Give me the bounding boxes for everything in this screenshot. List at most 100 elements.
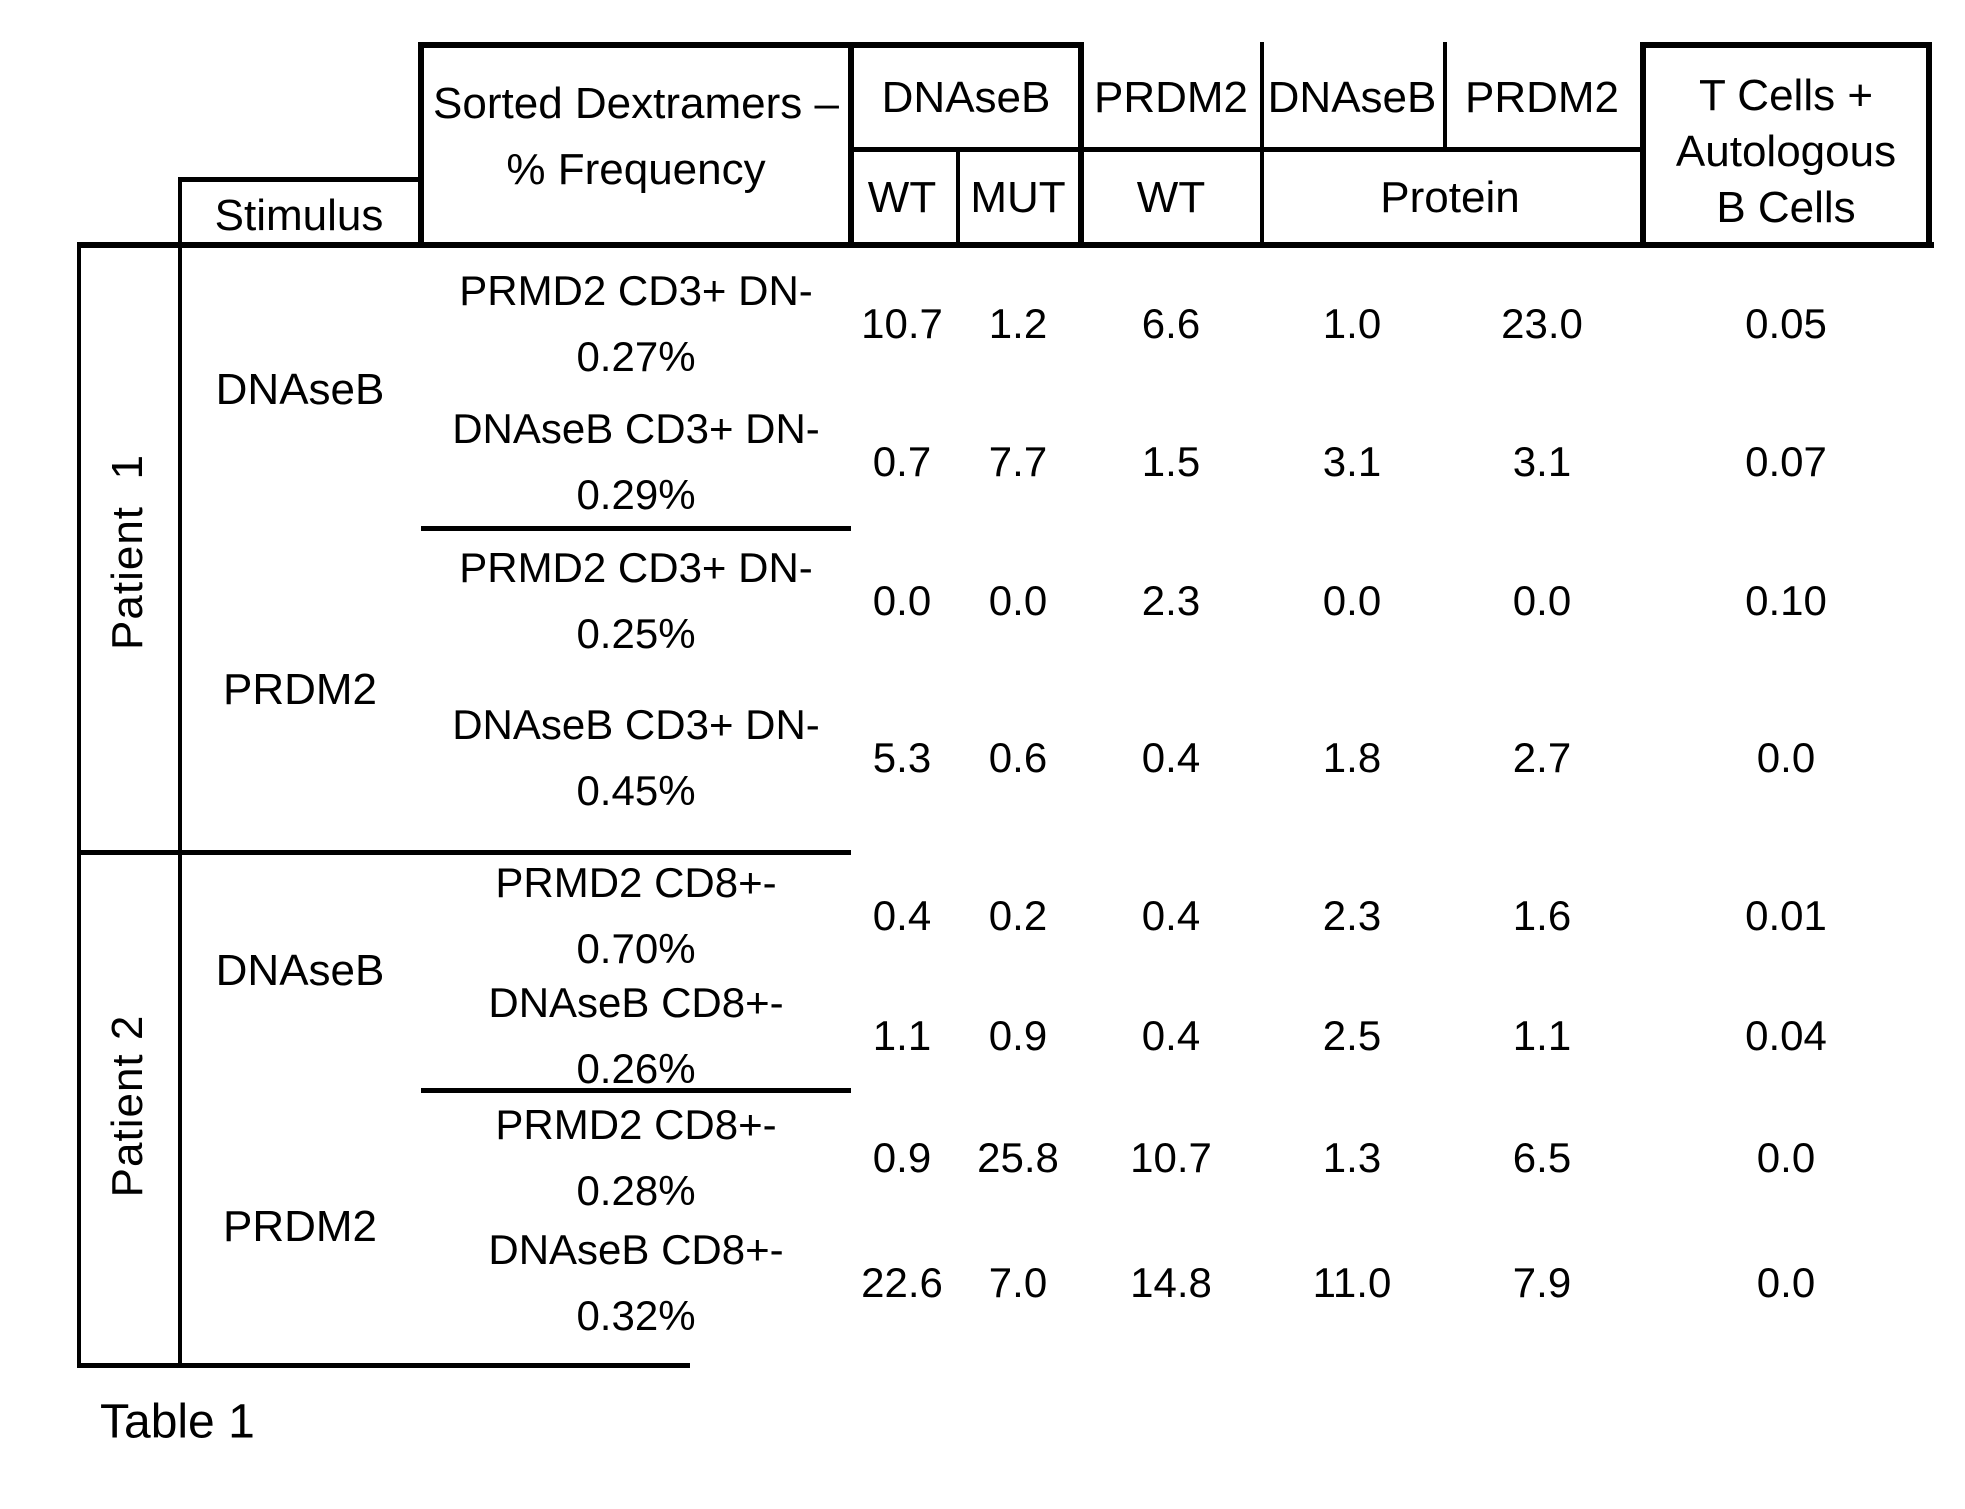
- cell-dnaseb-wt: 22.6: [861, 1259, 943, 1306]
- cell-protein-prdm2: 1.6: [1512, 892, 1572, 939]
- cell-tcells: 0.0: [1756, 734, 1816, 781]
- cell-dnaseb-mut: 25.8: [977, 1134, 1059, 1181]
- cell-tcells: 0.01: [1745, 892, 1827, 939]
- cell-protein-dnaseb: 0.0: [1322, 577, 1382, 624]
- tcells-header-line1: T Cells +: [1698, 71, 1874, 120]
- cell-dnaseb-wt: 0.0: [872, 577, 932, 624]
- prdm2-wt-subheader: WT: [1136, 173, 1206, 222]
- cell-prdm2-wt: 2.3: [1141, 577, 1201, 624]
- cell-tcells: 0.0: [1756, 1259, 1816, 1306]
- cell-protein-dnaseb: 2.5: [1322, 1012, 1382, 1059]
- body-left-border: [77, 244, 81, 1368]
- cell-prdm2-wt: 0.4: [1141, 892, 1201, 939]
- cell-protein-dnaseb: 1.8: [1322, 734, 1382, 781]
- dnaseb-mut-subheader: MUT: [970, 173, 1066, 222]
- prdm2wt-protein-divider: [1260, 42, 1264, 248]
- cell-dnaseb-wt: 5.3: [872, 734, 932, 781]
- cell-dnaseb-wt: 0.4: [872, 892, 932, 939]
- cell-dnaseb-wt: 10.7: [861, 300, 943, 347]
- table-caption: Table 1: [100, 1395, 255, 1449]
- sorted-box-left-border: [418, 42, 424, 248]
- dnaseb-wt-subheader: WT: [867, 173, 937, 222]
- cell-tcells: 0.05: [1745, 300, 1827, 347]
- sorted-dextramers-header-line2: % Frequency: [506, 145, 766, 194]
- cell-dnaseb-mut: 0.2: [988, 892, 1048, 939]
- cell-dnaseb-mut: 7.0: [988, 1259, 1048, 1306]
- row-frequency: 0.26%: [576, 1045, 696, 1092]
- patient2-label: Patient 2: [103, 1014, 152, 1198]
- row-frequency: 0.28%: [576, 1167, 696, 1214]
- stimulus-box-top-border: [178, 177, 421, 182]
- row-sorted-label: DNAseB CD8+-: [488, 1226, 784, 1273]
- table-bottom-border: [77, 1363, 690, 1368]
- tcells-header-line2: Autologous: [1675, 127, 1897, 176]
- dnaseb-box-right-border: [1078, 42, 1084, 248]
- cell-prdm2-wt: 6.6: [1141, 300, 1201, 347]
- cell-protein-dnaseb: 11.0: [1312, 1259, 1392, 1306]
- patient1-group-separator: [421, 526, 851, 531]
- row-frequency: 0.27%: [576, 333, 696, 380]
- row-sorted-label: PRMD2 CD3+ DN-: [459, 544, 813, 591]
- cell-dnaseb-mut: 0.0: [988, 577, 1048, 624]
- cell-protein-prdm2: 23.0: [1501, 300, 1583, 347]
- wt-mut-divider: [956, 150, 960, 248]
- header-bottom-border: [77, 242, 1934, 248]
- dnaseb-protein-header: DNAseB: [1267, 73, 1437, 122]
- subheader-top-border: [848, 147, 1640, 152]
- patient-divider: [77, 850, 851, 855]
- cell-protein-prdm2: 1.1: [1512, 1012, 1572, 1059]
- cell-protein-prdm2: 7.9: [1512, 1259, 1572, 1306]
- patient2-group-separator: [421, 1088, 851, 1093]
- prdm2-dextramer-header: PRDM2: [1093, 73, 1249, 122]
- row-frequency: 0.32%: [576, 1292, 696, 1339]
- patient2-stimulus-prdm2: PRDM2: [222, 1202, 378, 1251]
- stimulus-column-header: Stimulus: [214, 191, 384, 240]
- row-frequency: 0.45%: [576, 767, 696, 814]
- cell-prdm2-wt: 0.4: [1141, 734, 1201, 781]
- sorted-dextramers-header-line1: Sorted Dextramers –: [433, 79, 839, 128]
- dnaseb-dextramer-header: DNAseB: [881, 73, 1051, 122]
- row-sorted-label: PRMD2 CD8+-: [495, 859, 777, 906]
- sorted-box-right-border: [848, 42, 854, 248]
- cell-protein-prdm2: 6.5: [1512, 1134, 1572, 1181]
- row-frequency: 0.70%: [576, 925, 696, 972]
- cell-tcells: 0.07: [1745, 438, 1827, 485]
- patient1-label: Patient 1: [103, 454, 152, 650]
- row-sorted-label: DNAseB CD3+ DN-: [452, 405, 820, 452]
- cell-dnaseb-mut: 7.7: [988, 438, 1048, 485]
- row-sorted-label: DNAseB CD8+-: [488, 979, 784, 1026]
- row-sorted-label: PRMD2 CD3+ DN-: [459, 267, 813, 314]
- cell-tcells: 0.10: [1745, 577, 1827, 624]
- cell-prdm2-wt: 14.8: [1130, 1259, 1212, 1306]
- cell-prdm2-wt: 0.4: [1141, 1012, 1201, 1059]
- tcells-header-line3: B Cells: [1716, 183, 1856, 232]
- tcells-box-left-border: [1640, 42, 1646, 248]
- cell-protein-dnaseb: 2.3: [1322, 892, 1382, 939]
- cell-tcells: 0.04: [1745, 1012, 1827, 1059]
- tcells-box-right-border: [1926, 42, 1932, 248]
- cell-protein-prdm2: 0.0: [1512, 577, 1572, 624]
- dnaseb-prdm2-protein-divider: [1443, 42, 1447, 152]
- sorted-box-top-border: [418, 42, 854, 48]
- row-sorted-label: PRMD2 CD8+-: [495, 1101, 777, 1148]
- dnaseb-box-top-border: [848, 42, 1084, 48]
- patient1-stimulus-prdm2: PRDM2: [222, 665, 378, 714]
- row-frequency: 0.29%: [576, 471, 696, 518]
- cell-prdm2-wt: 1.5: [1141, 438, 1201, 485]
- cell-protein-dnaseb: 1.0: [1322, 300, 1382, 347]
- tcells-box-top-border: [1640, 42, 1932, 48]
- cell-protein-prdm2: 2.7: [1512, 734, 1572, 781]
- prdm2-protein-header: PRDM2: [1464, 73, 1620, 122]
- cell-tcells: 0.0: [1756, 1134, 1816, 1181]
- cell-protein-dnaseb: 3.1: [1322, 438, 1382, 485]
- cell-protein-prdm2: 3.1: [1512, 438, 1572, 485]
- cell-dnaseb-mut: 1.2: [988, 300, 1048, 347]
- patient1-stimulus-dnaseb: DNAseB: [215, 365, 385, 414]
- cell-dnaseb-wt: 0.7: [872, 438, 932, 485]
- cell-dnaseb-wt: 1.1: [872, 1012, 932, 1059]
- patient-stimulus-divider: [178, 179, 182, 1368]
- cell-dnaseb-mut: 0.9: [988, 1012, 1048, 1059]
- cell-protein-dnaseb: 1.3: [1322, 1134, 1382, 1181]
- row-sorted-label: DNAseB CD3+ DN-: [452, 701, 820, 748]
